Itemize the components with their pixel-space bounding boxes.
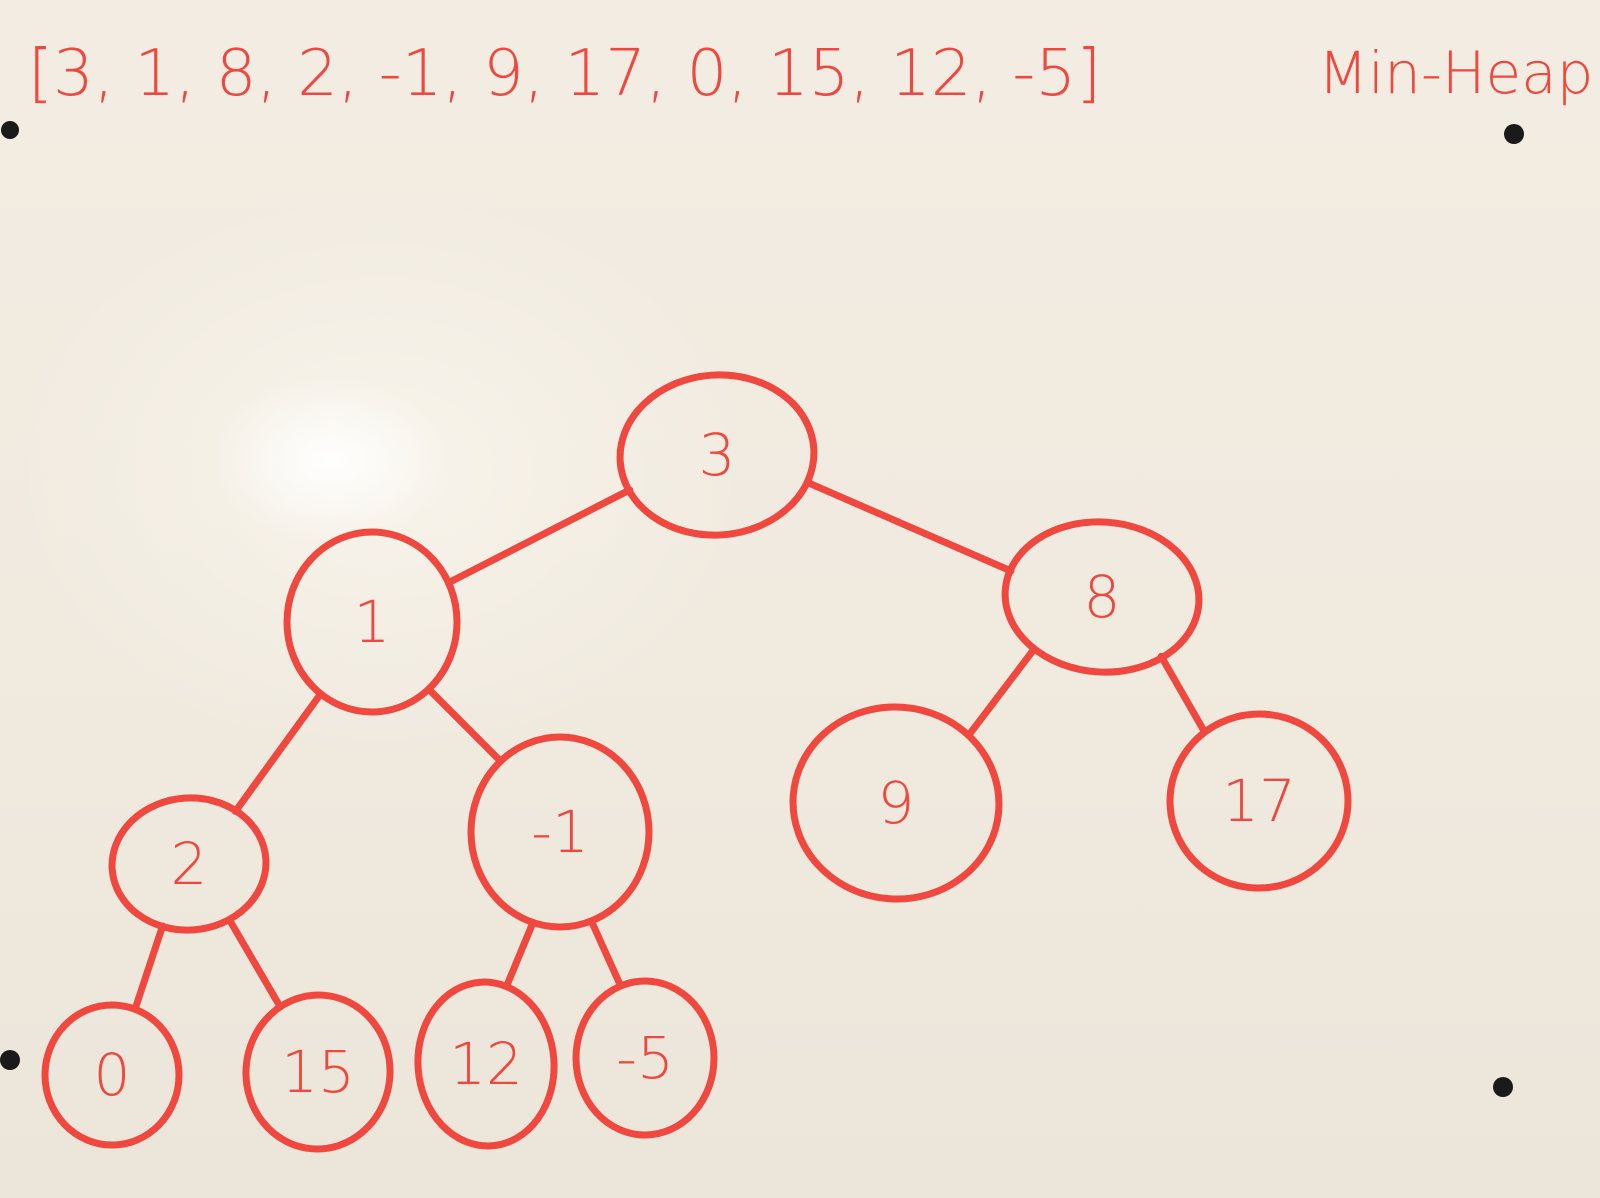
heap-edge-8-to-17 — [1157, 652, 1209, 736]
heap-node-8: 8 — [1001, 518, 1203, 676]
heap-node-label: 2 — [171, 830, 208, 898]
heap-node-circle — [572, 977, 718, 1139]
heap-edge-1-to--1 — [425, 685, 505, 765]
heap-node-label: 15 — [281, 1038, 355, 1106]
board-pin-bottom-left — [0, 1050, 20, 1070]
heap-node-label: 12 — [449, 1030, 523, 1098]
heap-title: Min-Heap — [1318, 39, 1594, 107]
heap-node-label: 9 — [878, 769, 915, 837]
heap-node-circle — [283, 528, 461, 716]
heap-node-label: 0 — [94, 1041, 131, 1109]
heap-edge-1-to-2 — [231, 690, 325, 815]
heap-node-circle — [242, 991, 394, 1153]
heap-node-label: 17 — [1222, 767, 1296, 835]
heap-node-17: 17 — [1166, 710, 1352, 892]
heap-node-label: -1 — [531, 798, 589, 866]
heap-node-circle — [1001, 518, 1203, 676]
heap-node-circle — [414, 978, 558, 1150]
heap-node-0: 0 — [41, 1001, 183, 1149]
heap-node-label: -5 — [616, 1024, 674, 1092]
heap-node-12: 12 — [414, 978, 558, 1150]
heap-edge-8-to-9 — [965, 646, 1037, 739]
heap-node--1: -1 — [467, 733, 653, 931]
heap-node-1: 1 — [283, 528, 461, 716]
heap-node-circle — [1166, 710, 1352, 892]
heap-edge-3-to-8 — [804, 479, 1015, 575]
heap-edge-3-to-1 — [445, 486, 634, 587]
heap-node-3: 3 — [616, 371, 818, 539]
heap-edge--1-to-12 — [503, 919, 537, 990]
heap-node-circle — [41, 1001, 183, 1149]
heap-nodes: 3 1 8 2 -1 9 17 0 15 12 -5 — [41, 371, 1352, 1153]
heap-node-label: 1 — [354, 588, 391, 656]
heap-node-circle — [616, 371, 818, 539]
board-pin-top-left — [1, 121, 19, 139]
heap-node-2: 2 — [108, 794, 270, 934]
heap-node-label: 3 — [699, 421, 736, 489]
board-pin-bottom-right — [1493, 1077, 1513, 1097]
heap-edge-2-to-0 — [131, 922, 167, 1013]
heap-node--5: -5 — [572, 977, 718, 1139]
heap-node-15: 15 — [242, 991, 394, 1153]
heap-node-circle — [467, 733, 653, 931]
board-pin-top-right — [1504, 124, 1524, 144]
heap-node-circle — [789, 703, 1003, 903]
heap-edges — [131, 479, 1209, 1013]
heap-edge-2-to-15 — [226, 916, 284, 1011]
heap-edge--1-to--5 — [587, 917, 625, 990]
array-text: [3, 1, 8, 2, -1, 9, 17, 0, 15, 12, -5] — [28, 37, 1101, 111]
heap-node-9: 9 — [789, 703, 1003, 903]
heap-node-label: 8 — [1084, 563, 1121, 631]
heap-node-circle — [108, 794, 270, 934]
